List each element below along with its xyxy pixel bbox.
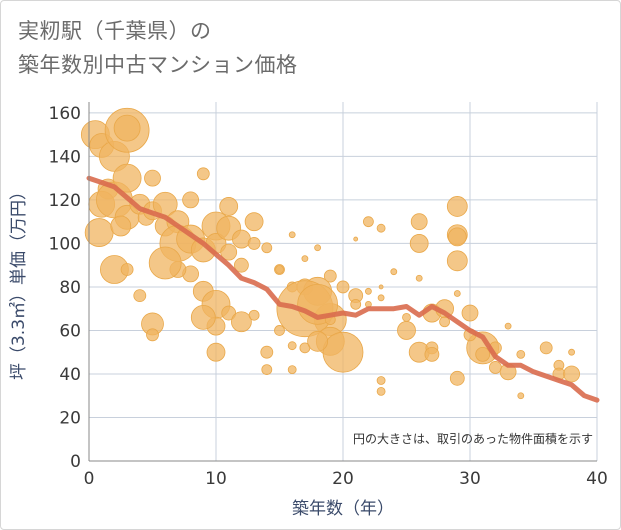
bubble-point	[322, 331, 364, 373]
bubble-point	[133, 289, 147, 303]
bubble-point	[475, 346, 491, 362]
bubble-point	[120, 263, 134, 276]
bubble-point	[424, 346, 440, 362]
average-price-line	[86, 175, 600, 403]
x-tick-labels: 0 10 20 30 40	[84, 469, 608, 489]
bubble-point	[144, 169, 161, 187]
y-tick-label: 160	[49, 104, 81, 124]
bubble-point	[568, 348, 575, 356]
bubble-point	[261, 364, 273, 376]
bubble-point	[260, 345, 274, 359]
bubble-point	[231, 229, 251, 249]
bubble-point	[377, 294, 385, 302]
bubble-point	[182, 191, 200, 209]
y-tick-label: 60	[59, 321, 81, 341]
bubble-point	[287, 341, 297, 351]
x-axis-label: 築年数（年）	[292, 499, 394, 519]
bubble-point	[112, 163, 142, 193]
bubble-point	[190, 304, 216, 330]
chart-title: 実籾駅（千葉県）の 築年数別中古マンション価格	[18, 14, 298, 82]
chart-title-line1: 実籾駅（千葉県）の	[18, 19, 212, 43]
x-tick-label: 40	[586, 469, 608, 489]
bubble-point	[376, 223, 386, 233]
average-line-series	[86, 175, 600, 403]
bubble-point	[376, 376, 386, 385]
axes	[88, 102, 597, 462]
y-tick-label: 80	[59, 278, 81, 298]
x-tick-label: 0	[84, 469, 95, 489]
bubble-point	[446, 196, 468, 217]
y-tick-label: 20	[59, 408, 81, 428]
bubble-point	[364, 287, 372, 295]
bubble-point	[563, 365, 580, 383]
bubble-point	[402, 312, 411, 322]
bubble-point	[353, 236, 359, 242]
bubble-point	[410, 213, 428, 231]
bubble-point	[221, 305, 237, 321]
bubble-point	[409, 234, 429, 253]
bubble-point	[336, 280, 350, 294]
bubble-point	[230, 311, 252, 333]
chart-title-line2: 築年数別中古マンション価格	[18, 53, 298, 77]
bubble-point	[146, 328, 159, 342]
bubble-point	[397, 321, 416, 340]
bubble-point	[539, 341, 553, 355]
bubble-point	[323, 269, 337, 283]
bubble-point	[378, 284, 384, 290]
bubble-point	[244, 212, 264, 232]
bubble-point	[301, 255, 309, 263]
bubble-point	[453, 290, 461, 297]
bubble-point	[196, 167, 210, 181]
bubble-point	[307, 330, 329, 352]
x-tick-label: 30	[459, 469, 481, 489]
y-tick-label: 100	[49, 234, 81, 254]
y-axis-label: 坪（3.3㎡）単価（万円）	[9, 183, 29, 380]
bubble-point	[287, 365, 297, 375]
bubble-point	[415, 274, 423, 282]
bubble-point	[219, 197, 239, 216]
bubble-point	[233, 257, 249, 273]
bubble-point	[362, 216, 374, 228]
y-tick-labels: 0 20 40 60 80 100 120 140 160	[49, 104, 81, 472]
bubble-point	[488, 361, 502, 374]
bubble-point	[275, 265, 284, 274]
x-tick-label: 20	[332, 469, 354, 489]
bubble-point	[110, 215, 132, 237]
y-tick-label: 0	[70, 452, 81, 472]
bubble-point	[447, 227, 467, 247]
bubble-point	[449, 370, 465, 386]
bubble-point	[376, 386, 386, 396]
y-tick-label: 140	[49, 147, 81, 167]
bubble-point	[439, 316, 451, 328]
bubble-point	[504, 322, 512, 330]
bubble-point	[220, 243, 238, 261]
bubble-point	[261, 242, 273, 254]
bubble-point	[517, 392, 525, 400]
bubble-point	[461, 304, 479, 322]
bubble-point	[248, 309, 260, 321]
bubble-point	[274, 325, 285, 336]
bubble-point	[288, 231, 296, 239]
bubble-series	[80, 107, 580, 400]
bubble-point	[446, 250, 468, 272]
bubble-point	[350, 298, 362, 310]
bubble-point	[148, 246, 182, 280]
y-tick-label: 120	[49, 191, 81, 211]
bubble-point	[390, 268, 398, 276]
size-note: 円の大きさは、取引のあった物件面積を示す	[353, 431, 593, 446]
bubble-point	[113, 114, 141, 142]
y-tick-label: 40	[59, 365, 81, 385]
bubble-point	[247, 237, 261, 250]
bubble-point	[314, 244, 322, 252]
x-tick-label: 10	[205, 469, 227, 489]
bubble-point	[516, 349, 526, 359]
bubble-point	[206, 342, 226, 362]
